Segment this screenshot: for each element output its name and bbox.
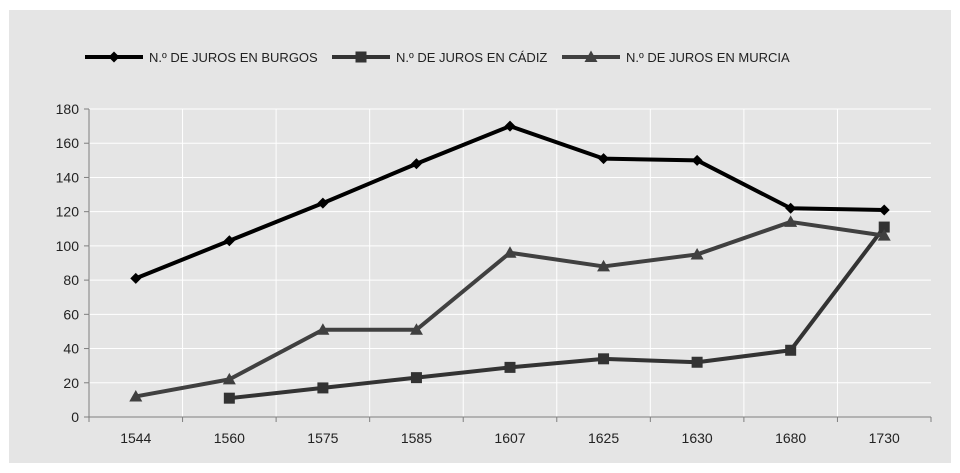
x-tick-label: 1607 [494, 430, 525, 446]
data-point [410, 158, 422, 170]
data-point [317, 382, 329, 394]
data-point [130, 272, 142, 284]
series-2 [223, 221, 890, 404]
data-point [878, 204, 890, 216]
legend-label: N.º DE JUROS EN BURGOS [149, 50, 318, 65]
data-point [223, 392, 235, 404]
y-tick-label: 160 [56, 135, 80, 151]
data-point [504, 120, 516, 132]
data-point [410, 372, 422, 384]
y-tick-label: 180 [56, 101, 80, 117]
legend-item: N.º DE JUROS EN BURGOS [85, 50, 318, 65]
data-point [223, 235, 235, 247]
data-point [409, 323, 423, 335]
data-point [598, 153, 610, 165]
x-tick-label: 1625 [588, 430, 619, 446]
series-1 [130, 120, 890, 284]
legend-label: N.º DE JUROS EN CÁDIZ [396, 50, 547, 65]
y-tick-label: 0 [71, 409, 79, 425]
data-point [222, 372, 236, 385]
plot-area: 0 20 40 60 80 100 120 140 160 180 1544 1560 1575 158… [56, 101, 932, 446]
y-tick-label: 100 [56, 238, 80, 254]
data-point [785, 202, 797, 214]
y-tick-label: 120 [56, 204, 80, 220]
axes [84, 108, 932, 422]
legend: N.º DE JUROS EN BURGOS N.º DE JUROS EN CÁ… [85, 50, 790, 65]
data-point [317, 197, 329, 209]
legend-marker [108, 51, 120, 63]
data-point [877, 229, 891, 241]
data-point [504, 361, 516, 373]
legend-item: N.º DE JUROS EN MURCIA [562, 50, 790, 65]
grid [89, 108, 931, 417]
series-3 [129, 215, 891, 402]
data-point [503, 246, 517, 258]
y-tick-label: 80 [63, 272, 79, 288]
y-axis-ticks: 0 20 40 60 80 100 120 140 160 180 [56, 101, 80, 425]
x-tick-label: 1630 [682, 430, 713, 446]
x-tick-label: 1585 [401, 430, 432, 446]
data-point [784, 215, 798, 227]
data-point [785, 344, 797, 356]
x-axis-ticks: 1544 1560 1575 1585 1607 1625 1630 1680 1730 [120, 430, 900, 446]
data-point [691, 356, 703, 368]
y-tick-label: 60 [63, 306, 79, 322]
x-tick-label: 1544 [120, 430, 151, 446]
data-point [129, 389, 143, 402]
x-tick-label: 1730 [869, 430, 900, 446]
legend-marker [584, 50, 598, 62]
y-tick-label: 40 [63, 341, 79, 357]
y-tick-label: 20 [63, 375, 79, 391]
legend-marker [355, 51, 367, 63]
x-tick-label: 1680 [775, 430, 806, 446]
data-point [690, 247, 704, 260]
line-chart: N.º DE JUROS EN BURGOS N.º DE JUROS EN CÁ… [56, 50, 932, 446]
data-point [878, 221, 890, 233]
legend-label: N.º DE JUROS EN MURCIA [626, 50, 790, 65]
y-tick-label: 140 [56, 169, 80, 185]
data-point [691, 154, 703, 166]
x-tick-label: 1575 [307, 430, 338, 446]
legend-item: N.º DE JUROS EN CÁDIZ [332, 50, 547, 65]
series-line [229, 225, 886, 401]
x-tick-label: 1560 [214, 430, 245, 446]
series-group [129, 120, 891, 404]
data-point [597, 259, 611, 272]
chart-panel: N.º DE JUROS EN BURGOS N.º DE JUROS EN CÁ… [9, 10, 951, 463]
data-point [598, 353, 610, 365]
data-point [316, 323, 330, 335]
